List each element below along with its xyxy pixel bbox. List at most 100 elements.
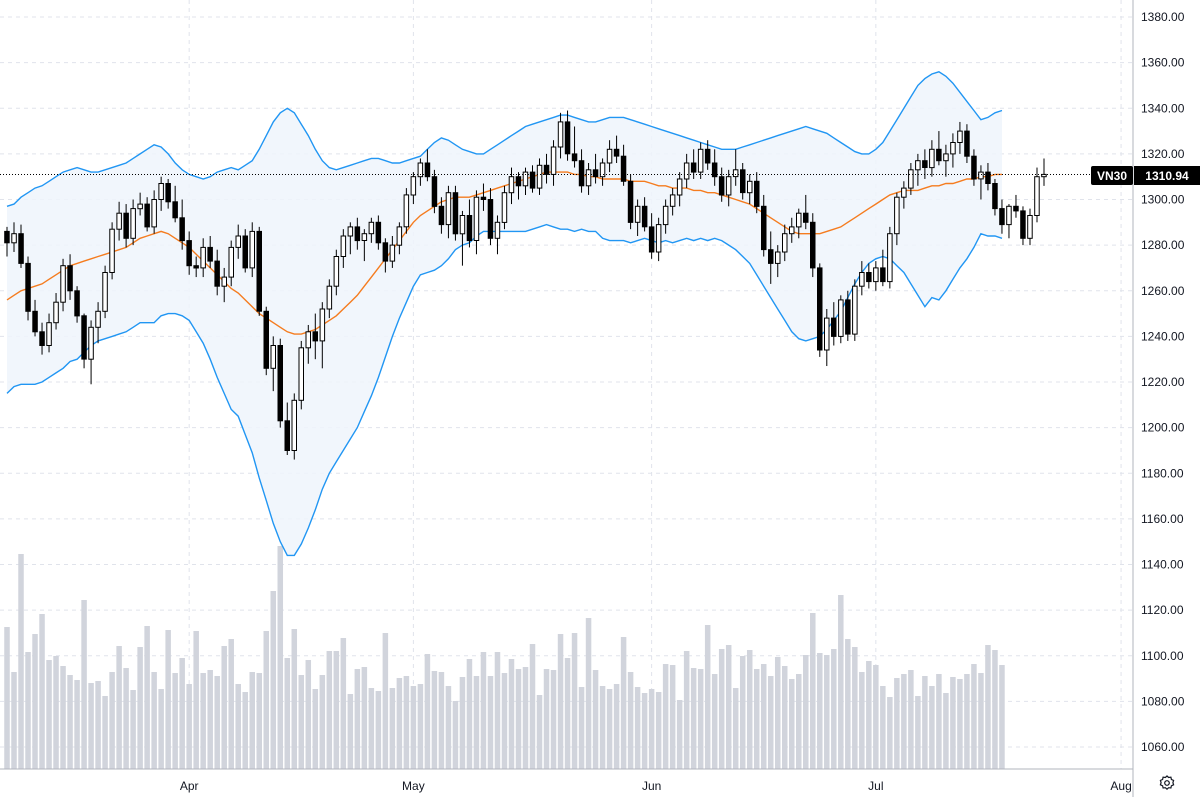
candle-body-up bbox=[368, 221, 375, 235]
volume-bar bbox=[669, 665, 676, 769]
candle bbox=[648, 213, 655, 259]
candle-body-down bbox=[613, 148, 620, 157]
candle bbox=[943, 144, 949, 177]
volume-bar bbox=[480, 652, 487, 769]
candle bbox=[690, 149, 697, 179]
candle-body-up bbox=[508, 176, 515, 194]
candle-body-down bbox=[487, 199, 494, 239]
candle-body-up bbox=[249, 230, 255, 269]
last-price-tag: 1310.94 bbox=[1134, 166, 1200, 185]
candle bbox=[964, 124, 970, 163]
candle-body-up bbox=[326, 285, 333, 310]
candle-body-up bbox=[228, 246, 234, 278]
candle-body-up bbox=[459, 215, 466, 235]
candle-body-up bbox=[298, 347, 304, 401]
volume-bar bbox=[25, 652, 31, 769]
candle bbox=[676, 172, 683, 207]
volume-bar bbox=[431, 671, 438, 769]
volume-bar bbox=[774, 657, 781, 769]
candle bbox=[32, 299, 38, 337]
candle bbox=[291, 393, 297, 460]
volume-bar bbox=[753, 669, 760, 769]
volume-bar bbox=[221, 646, 227, 769]
candle-body-down bbox=[620, 155, 627, 182]
time-axis[interactable]: AprMayJunJulAugSepOct bbox=[180, 779, 1200, 793]
volume-bar bbox=[312, 689, 319, 769]
candle bbox=[88, 320, 94, 385]
candle bbox=[845, 290, 851, 341]
volume-bar bbox=[424, 654, 431, 769]
candle bbox=[270, 336, 276, 392]
volume-bar bbox=[235, 684, 241, 769]
candle-body-down bbox=[277, 345, 283, 422]
volume-bar bbox=[915, 696, 921, 769]
volume-bar bbox=[824, 655, 830, 769]
candle-body-down bbox=[74, 290, 80, 317]
candle bbox=[711, 149, 718, 186]
gear-icon bbox=[1159, 775, 1175, 791]
candle-body-up bbox=[116, 212, 122, 230]
candle bbox=[592, 153, 599, 184]
candle-body-down bbox=[382, 242, 389, 262]
volume-bar bbox=[908, 670, 914, 769]
candle-body-up bbox=[550, 146, 557, 175]
volume-bar bbox=[270, 591, 277, 769]
candle bbox=[312, 313, 318, 360]
volume-bar bbox=[999, 665, 1005, 769]
volume-bar bbox=[711, 674, 718, 769]
candle bbox=[557, 112, 564, 159]
candle bbox=[137, 192, 143, 216]
settings-button[interactable] bbox=[1157, 773, 1177, 793]
candle bbox=[242, 229, 248, 273]
candle bbox=[880, 249, 886, 287]
candle-body-down bbox=[578, 160, 585, 187]
volume-bar bbox=[641, 693, 648, 769]
volume-bar bbox=[690, 668, 697, 769]
candle-body-up bbox=[852, 285, 858, 335]
volume-bar bbox=[592, 670, 599, 769]
volume-bar bbox=[922, 676, 928, 769]
volume-bar bbox=[536, 695, 543, 769]
candle-body-up bbox=[915, 160, 921, 171]
candle-body-up bbox=[305, 331, 311, 349]
time-tick-label: Jun bbox=[642, 779, 661, 793]
candle bbox=[60, 258, 66, 312]
candle-body-up bbox=[270, 345, 276, 369]
volume-bar bbox=[796, 674, 802, 769]
candle bbox=[824, 309, 830, 367]
volume-bar bbox=[978, 673, 984, 769]
volume-bar bbox=[319, 675, 326, 769]
candle-body-down bbox=[515, 176, 522, 187]
candle-body-up bbox=[340, 235, 347, 257]
price-tick-label: 1100.00 bbox=[1141, 649, 1184, 663]
candle bbox=[1006, 204, 1012, 239]
candle bbox=[740, 163, 746, 200]
candle bbox=[950, 133, 956, 168]
price-tick-label: 1160.00 bbox=[1141, 512, 1184, 526]
price-axis[interactable]: 1380.00 1360.00 1340.00 1320.00 1300.00 1280.… bbox=[1141, 10, 1185, 754]
candle bbox=[683, 153, 690, 189]
volume-bar bbox=[305, 660, 312, 769]
volume-bar bbox=[291, 629, 298, 769]
candle-body-up bbox=[943, 153, 949, 162]
candle-body-up bbox=[1027, 215, 1033, 239]
candle-body-down bbox=[263, 310, 269, 369]
volume-bar bbox=[228, 639, 234, 769]
candle-body-up bbox=[1034, 176, 1040, 216]
candle-body-down bbox=[866, 272, 872, 283]
candle-body-up bbox=[403, 194, 410, 228]
candle-body-up bbox=[929, 148, 935, 169]
volume-bar bbox=[634, 687, 641, 769]
candle-body-down bbox=[284, 420, 290, 451]
candle-body-up bbox=[291, 399, 297, 451]
candle-body-up bbox=[200, 246, 206, 269]
candle-body-up bbox=[662, 205, 669, 226]
candle bbox=[438, 197, 445, 234]
volume-bar bbox=[781, 666, 788, 769]
candle bbox=[852, 279, 858, 341]
volume-bar bbox=[803, 655, 809, 769]
candle bbox=[459, 210, 466, 266]
candle bbox=[424, 149, 431, 182]
